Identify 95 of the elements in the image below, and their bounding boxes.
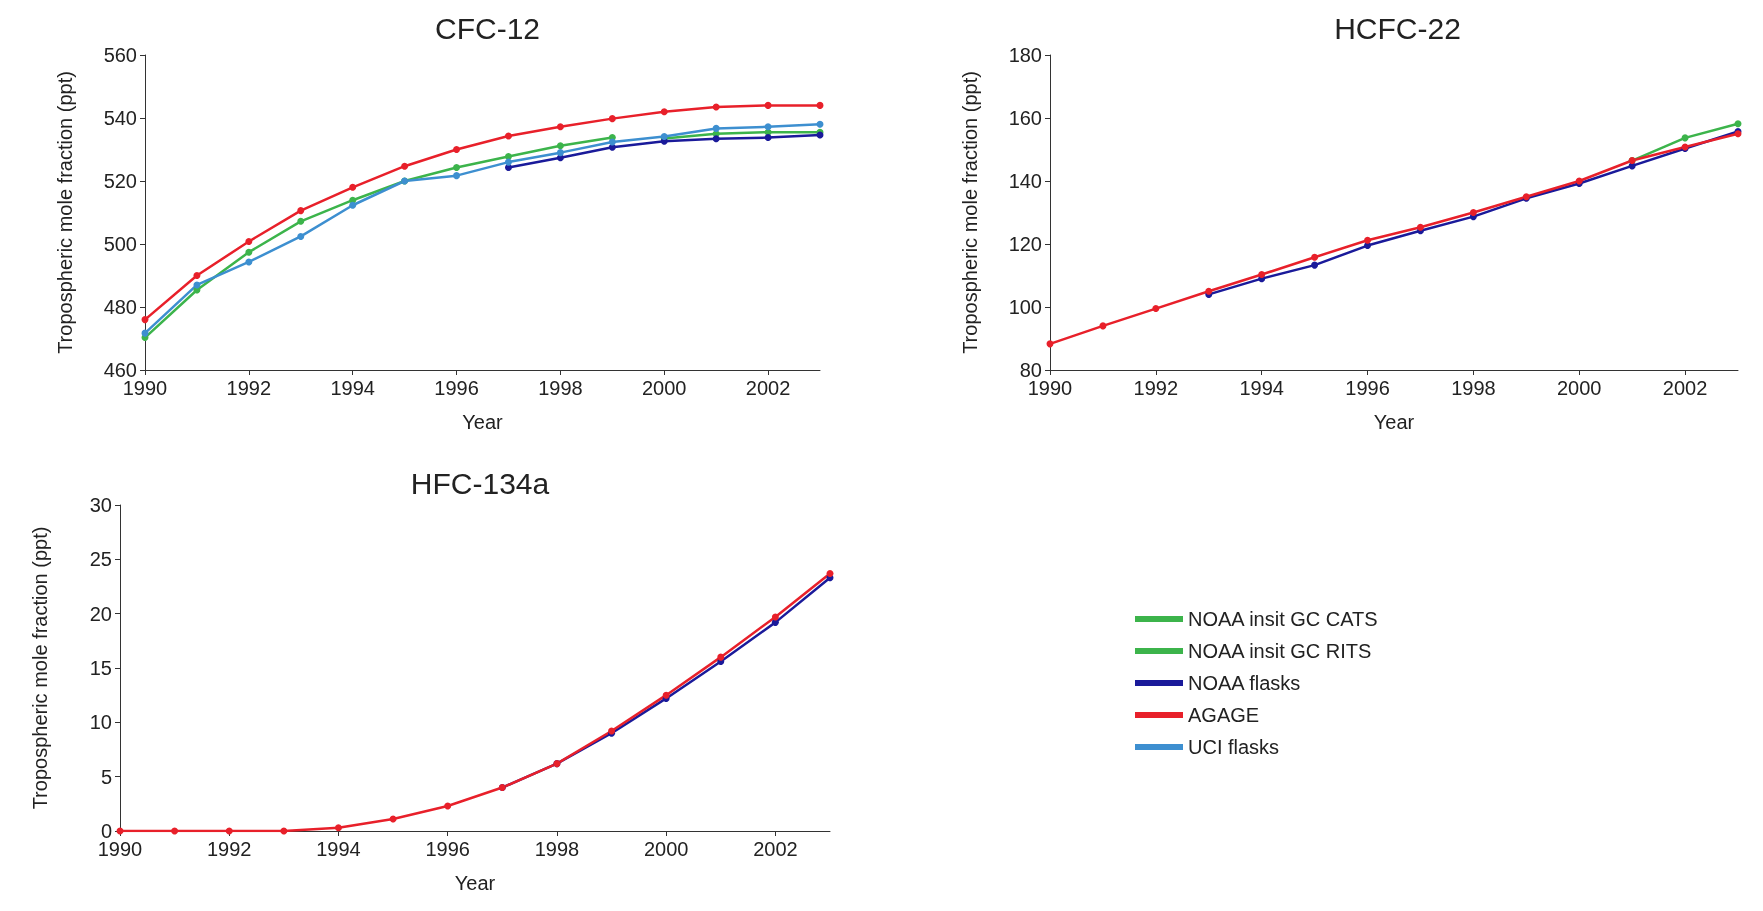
point <box>608 138 616 146</box>
point <box>1152 305 1160 313</box>
point <box>444 802 452 810</box>
point <box>297 207 305 215</box>
x-tick-label: 1992 <box>226 377 272 399</box>
y-axis-title: Tropospheric mole fraction (ppt) <box>29 526 51 810</box>
point <box>453 172 461 180</box>
y-tick-label: 140 <box>1008 170 1042 192</box>
x-tick-label: 1994 <box>330 377 375 399</box>
x-tick-label: 1998 <box>1451 377 1496 399</box>
y-tick-label: 30 <box>89 494 112 516</box>
x-axis-title: Year <box>462 411 504 433</box>
point <box>297 232 305 240</box>
point <box>1734 120 1742 128</box>
y-tick-label: 500 <box>103 233 137 255</box>
point <box>193 272 201 279</box>
x-tick-label: 1996 <box>1345 377 1390 399</box>
y-tick-label: 160 <box>1008 107 1042 129</box>
point <box>816 120 824 128</box>
point <box>349 201 357 209</box>
point <box>608 115 616 123</box>
y-tick-label: 520 <box>103 170 137 192</box>
x-tick-label: 2000 <box>643 838 689 860</box>
y-tick-label: 5 <box>100 765 112 788</box>
legend-label: UCI flasks <box>1188 736 1280 758</box>
point <box>297 217 305 225</box>
x-tick-label: 1998 <box>538 377 583 399</box>
point <box>764 123 772 131</box>
x-tick-label: 2000 <box>641 377 687 399</box>
x-tick-label: 2002 <box>753 838 798 860</box>
x-tick-label: 1994 <box>1239 377 1284 399</box>
y-tick-label: 560 <box>103 44 137 66</box>
point <box>764 101 772 109</box>
chart-title: HFC-134a <box>410 466 550 500</box>
point <box>245 237 253 245</box>
point <box>764 134 772 142</box>
point <box>556 142 564 150</box>
y-tick-label: 25 <box>89 548 112 571</box>
point <box>171 827 179 835</box>
point <box>1416 223 1424 231</box>
x-tick-label: 2002 <box>1662 377 1708 399</box>
point <box>771 613 779 621</box>
legend-label: NOAA insit GC RITS <box>1188 640 1372 662</box>
point <box>717 653 725 661</box>
point <box>504 132 512 140</box>
point <box>1258 271 1266 279</box>
point <box>1681 134 1689 142</box>
x-axis-title: Year <box>454 872 496 894</box>
legend-label: NOAA insit GC CATS <box>1188 608 1378 630</box>
point <box>245 258 253 266</box>
y-axis-title: Tropospheric mole fraction (ppt) <box>959 71 981 354</box>
point <box>556 123 564 131</box>
point <box>826 569 834 577</box>
point <box>1364 236 1372 244</box>
x-tick-label: 2002 <box>745 377 791 399</box>
x-tick-label: 1998 <box>534 838 580 860</box>
point <box>712 103 720 111</box>
x-tick-label: 1996 <box>425 838 470 860</box>
legend-label: AGAGE <box>1188 704 1260 726</box>
x-tick-label: 1992 <box>206 838 252 860</box>
point <box>816 101 824 109</box>
chart-title: HCFC-22 <box>1334 11 1461 45</box>
y-tick-label: 15 <box>89 657 112 679</box>
y-tick-label: 180 <box>1008 44 1042 66</box>
point <box>334 824 342 832</box>
x-axis-title: Year <box>1373 411 1415 433</box>
point <box>712 124 720 132</box>
point <box>245 248 253 256</box>
point <box>225 827 233 835</box>
point <box>401 162 409 170</box>
x-tick-label: 1994 <box>316 838 361 860</box>
point <box>712 135 720 143</box>
point <box>660 108 668 116</box>
x-tick-label: 1996 <box>434 377 479 399</box>
point <box>453 163 461 171</box>
y-tick-label: 120 <box>1008 233 1042 255</box>
point <box>141 316 149 324</box>
y-tick-label: 540 <box>103 107 137 129</box>
y-tick-label: 480 <box>103 296 137 318</box>
y-tick-label: 10 <box>89 711 112 734</box>
y-tick-label: 100 <box>1008 296 1042 318</box>
point <box>504 158 512 166</box>
point <box>771 618 779 626</box>
point <box>453 146 461 153</box>
point <box>556 149 564 157</box>
point <box>1469 209 1477 216</box>
point <box>349 183 357 191</box>
legend-label: NOAA flasks <box>1188 672 1301 694</box>
point <box>1311 261 1319 269</box>
x-tick-label: 2000 <box>1556 377 1602 399</box>
chart-title: CFC-12 <box>434 11 541 45</box>
y-axis-title: Tropospheric mole fraction (ppt) <box>54 71 76 354</box>
y-tick-label: 20 <box>89 602 112 625</box>
x-tick-label: 1992 <box>1133 377 1179 399</box>
point <box>1311 253 1319 261</box>
